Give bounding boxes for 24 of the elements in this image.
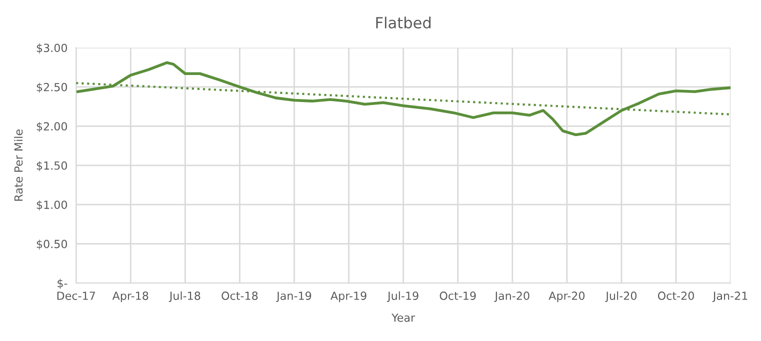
x-tick-label: Dec-17 [57,292,95,300]
y-tick-label: $3.00 [36,44,68,54]
x-tick-label: Apr-19 [330,292,366,302]
y-tick-label: $1.00 [36,200,68,210]
x-tick-label: Oct-18 [222,292,258,300]
x-tick-label: Apr-18 [112,292,148,302]
x-axis-title: Year [392,314,416,322]
x-tick-label: Oct-19 [440,292,476,300]
chart-title: Flatbed [376,16,431,29]
x-tick-label: Jul-18 [168,291,200,302]
y-tick-label: $0.50 [36,240,68,250]
x-tick-label: Oct-20 [658,292,694,300]
x-tick-label: Jan-19 [276,292,312,302]
x-tick-label: Apr-20 [548,292,585,302]
line-series [76,61,731,136]
x-tick-label: Jul-20 [605,291,637,302]
y-tick-label: $2.50 [36,82,68,93]
x-tick-label: Jul-19 [386,291,418,302]
y-axis-title: Rate Per Mile [14,130,23,201]
x-tick-label: Jan-20 [494,292,530,302]
y-tick-label: $2.00 [36,122,68,132]
y-tick-label: $- [58,278,68,289]
y-tick-label: $1.50 [36,161,68,172]
x-tick-label: Jan-21 [712,292,748,302]
